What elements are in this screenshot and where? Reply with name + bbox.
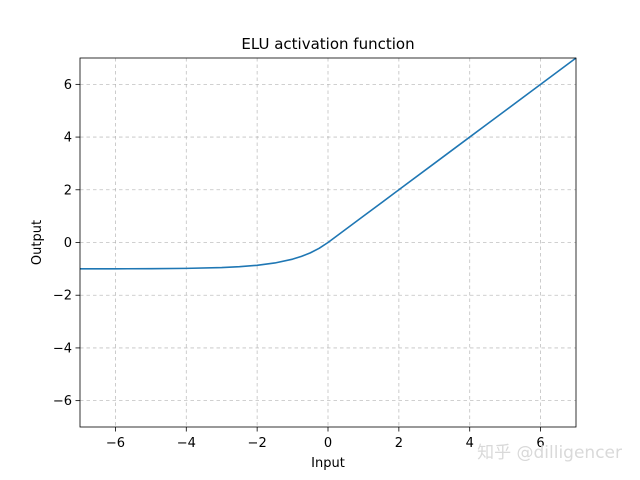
x-tick-label: −4 bbox=[177, 436, 196, 451]
x-tick-label: −6 bbox=[106, 436, 125, 451]
y-tick-label: 2 bbox=[64, 183, 72, 198]
y-tick-label: −4 bbox=[53, 341, 72, 356]
y-tick-label: −6 bbox=[53, 394, 72, 409]
x-tick-label: 2 bbox=[395, 436, 403, 451]
y-tick-label: 6 bbox=[64, 78, 72, 93]
x-axis-label: Input bbox=[311, 456, 345, 471]
x-tick-label: 6 bbox=[536, 436, 544, 451]
x-tick-label: 4 bbox=[466, 436, 474, 451]
ticks: −6 −4 −2 0 2 4 6 −6 −4 −2 0 2 4 6 bbox=[53, 78, 545, 451]
watermark-text: 知乎 @dilligencer bbox=[477, 443, 622, 463]
y-tick-label: 4 bbox=[64, 131, 72, 146]
elu-curve bbox=[79, 57, 577, 270]
y-tick-label: −2 bbox=[53, 289, 72, 304]
x-tick-label: −2 bbox=[248, 436, 267, 451]
series-layer bbox=[79, 57, 577, 270]
y-axis-label: Output bbox=[30, 220, 45, 265]
grid bbox=[80, 58, 576, 427]
x-tick-label: 0 bbox=[324, 436, 332, 451]
chart-title: ELU activation function bbox=[241, 35, 414, 53]
y-tick-label: 0 bbox=[64, 236, 72, 251]
